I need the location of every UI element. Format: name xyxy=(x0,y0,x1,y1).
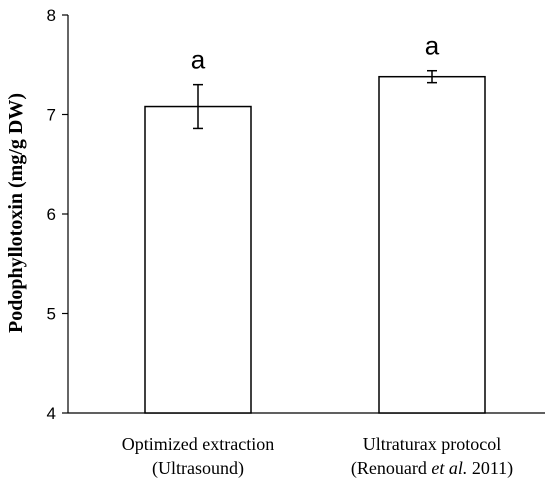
y-tick-label: 8 xyxy=(47,6,56,25)
bar xyxy=(144,105,252,414)
y-tick-label: 7 xyxy=(47,106,56,125)
category-label: Ultraturax protocol xyxy=(363,434,501,454)
significance-label: a xyxy=(191,45,206,75)
y-tick-label: 6 xyxy=(47,205,56,224)
error-bars xyxy=(193,69,437,130)
category-label-part: (Renouard xyxy=(351,458,431,479)
category-label: (Ultrasound) xyxy=(152,458,244,479)
y-axis-label: Podophyllotoxin (mg/g DW) xyxy=(5,93,27,333)
category-label-italic: et al. xyxy=(431,458,467,478)
bars xyxy=(144,75,486,414)
category-label-part: 2011) xyxy=(467,458,513,479)
y-tick-label: 5 xyxy=(47,305,56,324)
significance-label: a xyxy=(425,31,440,61)
bar xyxy=(378,75,486,414)
category-label: Optimized extraction xyxy=(122,434,274,454)
y-ticks: 4 5 6 7 8 xyxy=(47,6,68,423)
category-label: (Renouard et al. 2011) xyxy=(351,458,513,479)
y-tick-label: 4 xyxy=(47,404,56,423)
